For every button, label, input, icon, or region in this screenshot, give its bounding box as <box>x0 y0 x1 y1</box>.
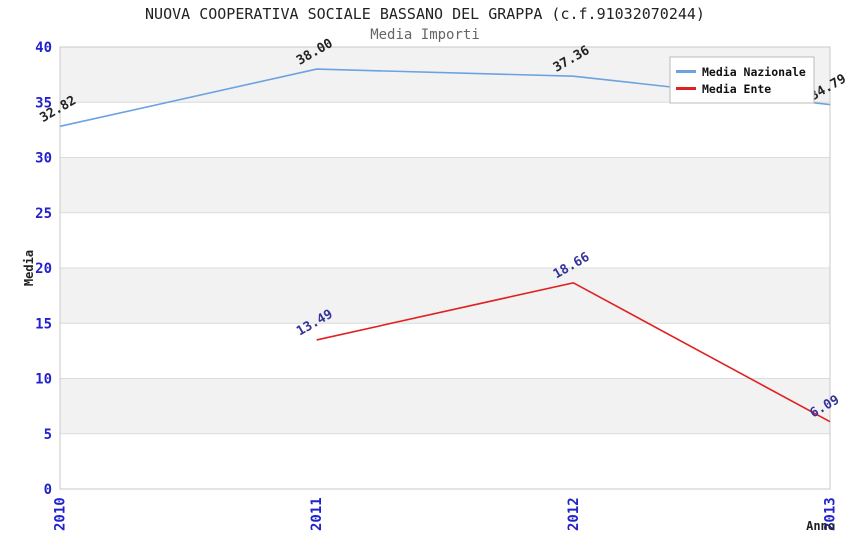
series-lines <box>59 68 831 423</box>
y-tick-label: 25 <box>35 206 52 222</box>
y-tick-label: 35 <box>35 95 52 111</box>
legend-label-media-ente: Media Ente <box>702 82 771 96</box>
x-tick-label: 2010 <box>53 497 69 531</box>
x-axis-tick-labels: 2010 2011 2012 2013 <box>53 497 839 531</box>
plot-bands <box>60 47 830 434</box>
x-tick-label: 2013 <box>823 497 839 531</box>
x-axis-title: Anno <box>806 519 835 533</box>
legend: Media Nazionale Media Ente <box>669 56 815 104</box>
plot-band <box>60 157 830 213</box>
y-tick-label: 30 <box>35 151 52 167</box>
y-tick-label: 10 <box>35 372 52 388</box>
plot-band <box>60 378 830 434</box>
y-axis-title: Media <box>22 250 36 286</box>
y-tick-label: 20 <box>35 261 52 277</box>
series-line-1 <box>316 281 831 423</box>
y-tick-label: 5 <box>44 427 52 443</box>
x-tick-label: 2011 <box>309 497 325 531</box>
chart-title: NUOVA COOPERATIVA SOCIALE BASSANO DEL GR… <box>145 5 705 23</box>
chart-subtitle: Media Importi <box>370 27 480 43</box>
x-tick-label: 2012 <box>566 497 582 531</box>
y-axis-tick-labels: 0 5 10 15 20 25 30 35 40 <box>35 40 52 498</box>
y-tick-label: 0 <box>44 482 52 498</box>
plot-border <box>59 46 831 490</box>
y-tick-label: 15 <box>35 316 52 332</box>
legend-label-media-nazionale: Media Nazionale <box>702 65 806 79</box>
legend-box <box>669 56 815 104</box>
y-tick-label: 40 <box>35 40 52 56</box>
plot-band <box>60 268 830 324</box>
